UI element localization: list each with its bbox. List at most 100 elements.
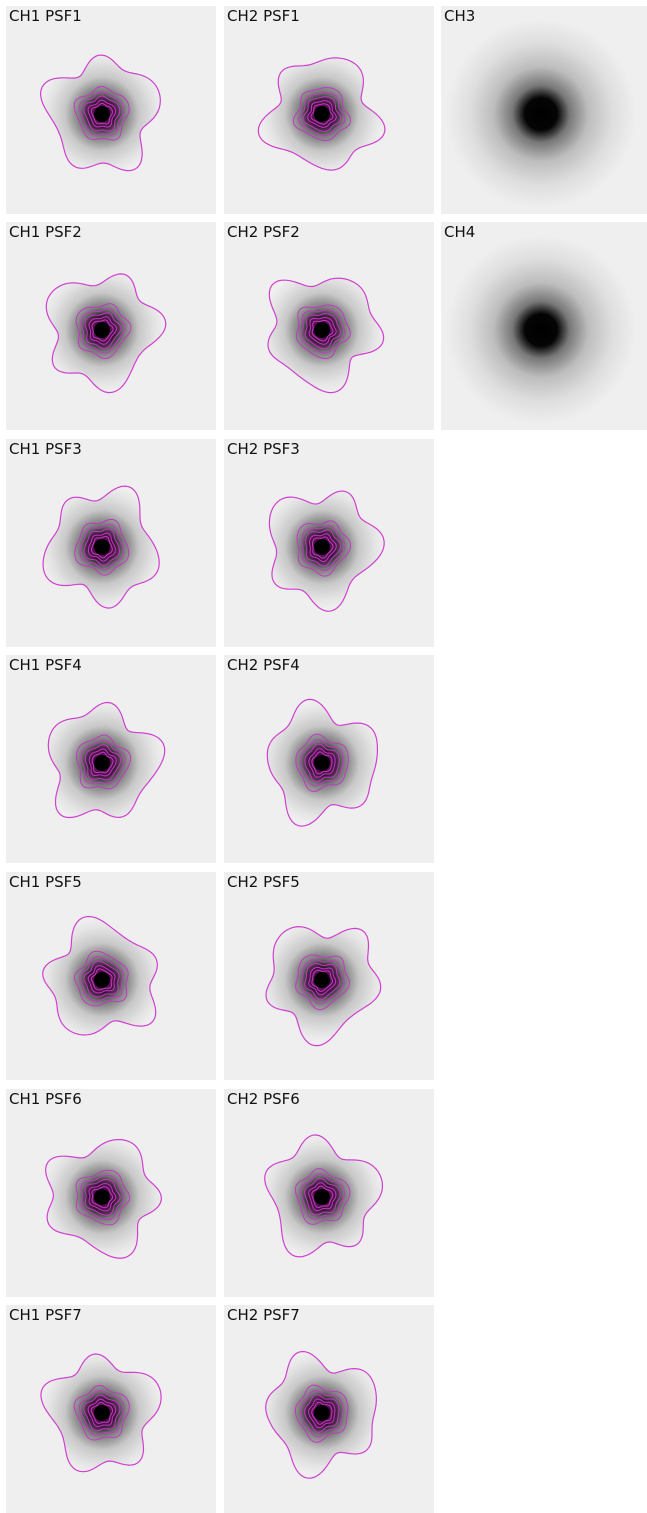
psf-image (267, 277, 385, 394)
psf-image (268, 490, 385, 612)
inner-contour (300, 309, 346, 354)
outer-contour (266, 698, 378, 827)
inner-contour (300, 1173, 346, 1220)
inner-contour (73, 950, 129, 1007)
inner-contour (300, 959, 345, 1005)
psf-core (314, 1405, 330, 1421)
outer-contour (264, 1134, 383, 1258)
psf-core (94, 755, 110, 771)
psf-image (257, 57, 386, 171)
psf-panel: CH2 PSF5 (224, 872, 434, 1080)
outer-contour (257, 57, 386, 171)
inner-contour (75, 303, 132, 360)
inner-contour (80, 1174, 125, 1220)
panel-label: CH4 (444, 223, 476, 241)
psf-image (265, 1350, 378, 1479)
panel-label: CH1 PSF3 (9, 440, 82, 458)
psf-image (45, 1139, 162, 1259)
inner-contour (75, 1169, 131, 1226)
psf-core (314, 322, 330, 338)
panel-label: CH1 PSF2 (9, 223, 82, 241)
outer-contour (42, 915, 159, 1036)
panel-label: CH2 PSF5 (227, 873, 300, 891)
psf-image (40, 1353, 162, 1473)
outer-contour (265, 925, 382, 1047)
inner-contour (292, 87, 352, 141)
psf-image (42, 915, 159, 1036)
outer-contour (42, 485, 160, 609)
psf-image (446, 19, 636, 209)
psf-core (314, 755, 330, 771)
psf-panel: CH1 PSF6 (6, 1089, 216, 1297)
inner-contour (294, 1384, 349, 1443)
psf-glow (446, 19, 636, 209)
panel-label: CH2 PSF1 (227, 7, 300, 25)
outer-contour (268, 490, 385, 612)
inner-contour (78, 1390, 125, 1436)
inner-contour (295, 954, 350, 1011)
psf-core (94, 539, 110, 555)
psf-glow (446, 235, 636, 425)
panel-label: CH2 PSF3 (227, 440, 300, 458)
psf-panel: CH2 PSF1 (224, 6, 434, 214)
psf-core (94, 1405, 110, 1421)
panel-label: CH1 PSF4 (9, 656, 82, 674)
psf-panel: CH1 PSF7 (6, 1305, 216, 1513)
psf-core (94, 322, 110, 338)
inner-contour (79, 524, 125, 571)
inner-contour (73, 1384, 130, 1441)
panel-label: CH3 (444, 7, 476, 25)
psf-panel: CH1 PSF4 (6, 655, 216, 863)
inner-contour (80, 739, 126, 785)
outer-contour (45, 1139, 162, 1259)
psf-image (265, 925, 382, 1047)
psf-core (314, 972, 330, 988)
psf-core (94, 972, 110, 988)
psf-panel: CH1 PSF3 (6, 439, 216, 647)
psf-panel: CH2 PSF2 (224, 222, 434, 430)
inner-contour (296, 520, 352, 577)
inner-contour (300, 739, 344, 787)
outer-contour (267, 277, 385, 394)
inner-contour (79, 956, 124, 1002)
outer-contour (40, 1353, 162, 1473)
psf-image (45, 273, 167, 394)
psf-panel: CH1 PSF5 (6, 872, 216, 1080)
inner-contour (73, 86, 130, 141)
psf-panel: CH2 PSF3 (224, 439, 434, 647)
inner-contour (298, 92, 346, 136)
inner-contour (80, 308, 126, 354)
psf-core (314, 106, 330, 122)
panel-label: CH1 PSF5 (9, 873, 82, 891)
psf-core (314, 539, 330, 555)
psf-panel: CH2 PSF4 (224, 655, 434, 863)
inner-contour (295, 733, 349, 792)
panel-label: CH1 PSF6 (9, 1090, 82, 1108)
inner-contour (79, 91, 125, 136)
psf-panel: CH2 PSF6 (224, 1089, 434, 1297)
panel-label: CH2 PSF7 (227, 1306, 300, 1324)
inner-contour (294, 1168, 351, 1225)
outer-contour (265, 1350, 378, 1479)
panel-label: CH1 PSF7 (9, 1306, 82, 1324)
inner-contour (295, 304, 351, 360)
psf-panel: CH1 PSF1 (6, 6, 216, 214)
inner-contour (76, 734, 131, 790)
outer-contour (47, 701, 166, 819)
outer-contour (45, 273, 167, 394)
psf-panel: CH4 (441, 222, 647, 430)
psf-panel: CH2 PSF7 (224, 1305, 434, 1513)
panel-label: CH2 PSF2 (227, 223, 300, 241)
inner-contour (74, 518, 130, 576)
inner-contour (300, 1390, 344, 1438)
inner-contour (301, 525, 346, 571)
panel-label: CH1 PSF1 (9, 7, 82, 25)
psf-core (314, 1189, 330, 1205)
psf-image (42, 485, 160, 609)
psf-core (94, 106, 110, 122)
psf-image (47, 701, 166, 819)
psf-core (94, 1189, 110, 1205)
psf-panel: CH1 PSF2 (6, 222, 216, 430)
psf-image (446, 235, 636, 425)
